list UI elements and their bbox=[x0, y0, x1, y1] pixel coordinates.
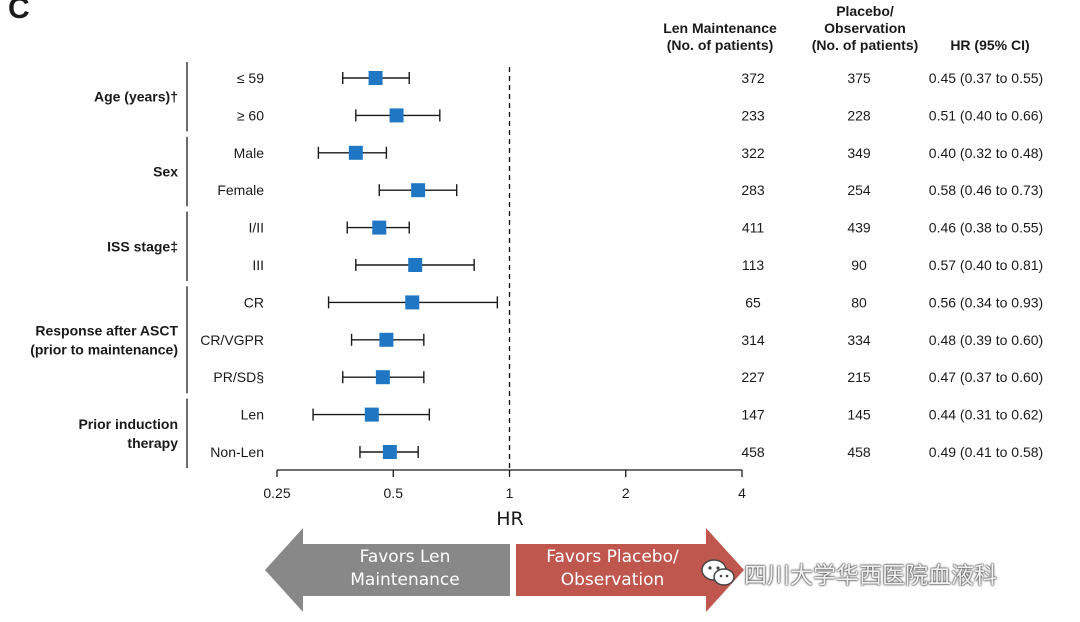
len-header-line-2: (No. of patients) bbox=[666, 37, 774, 53]
len-n-value: 322 bbox=[741, 145, 765, 161]
len-n-value: 113 bbox=[742, 257, 765, 273]
hr-ci-value: 0.56 (0.34 to 0.93) bbox=[929, 294, 1043, 310]
watermark: 四川大学华西医院血液科 bbox=[700, 556, 997, 590]
row-label: Len bbox=[241, 407, 264, 423]
hr-ci-value: 0.49 (0.41 to 0.58) bbox=[929, 444, 1043, 460]
len-n-value: 458 bbox=[741, 444, 765, 460]
hr-ci-value: 0.57 (0.40 to 0.81) bbox=[929, 257, 1043, 273]
hr-ci-value: 0.44 (0.31 to 0.62) bbox=[929, 407, 1043, 423]
row-label: ≤ 59 bbox=[237, 70, 264, 86]
hr-point bbox=[379, 332, 394, 347]
hr-point bbox=[364, 407, 379, 422]
hr-ci-value: 0.45 (0.37 to 0.55) bbox=[929, 70, 1043, 86]
placebo-n-value: 334 bbox=[847, 332, 871, 348]
hr-point bbox=[405, 295, 420, 310]
x-tick-label: 1 bbox=[506, 485, 514, 501]
panel-label: C bbox=[8, 0, 30, 25]
row-label: Female bbox=[217, 182, 264, 198]
placebo-n-value: 80 bbox=[851, 294, 867, 310]
len-n-value: 283 bbox=[741, 182, 765, 198]
placebo-header-line-2: Observation bbox=[824, 20, 906, 36]
placebo-n-value: 254 bbox=[847, 182, 871, 198]
len-maintenance-header: Len Maintenance (No. of patients) bbox=[640, 20, 800, 54]
favors-placebo-arrow bbox=[516, 528, 744, 612]
hr-point bbox=[372, 220, 387, 235]
favors-placebo-line-2: Observation bbox=[560, 570, 665, 590]
hr-point bbox=[375, 370, 390, 385]
placebo-n-value: 439 bbox=[847, 220, 871, 236]
row-label: I/II bbox=[248, 220, 264, 236]
hr-ci-value: 0.51 (0.40 to 0.66) bbox=[929, 107, 1043, 123]
group-label: Response after ASCT bbox=[35, 322, 178, 338]
hr-ci-value: 0.58 (0.46 to 0.73) bbox=[929, 182, 1043, 198]
hr-point bbox=[411, 183, 426, 198]
row-label: Non-Len bbox=[210, 444, 264, 460]
favors-placebo-label: Favors Placebo/ Observation bbox=[520, 546, 705, 592]
len-n-value: 411 bbox=[742, 220, 765, 236]
favors-len-line-1: Favors Len bbox=[359, 547, 451, 567]
placebo-n-value: 349 bbox=[847, 145, 871, 161]
group-label: Age (years)† bbox=[94, 89, 178, 105]
favors-placebo-line-1: Favors Placebo/ bbox=[546, 547, 679, 567]
len-n-value: 147 bbox=[741, 407, 765, 423]
x-axis-title: HR bbox=[496, 508, 524, 530]
len-n-value: 233 bbox=[741, 107, 765, 123]
placebo-n-value: 458 bbox=[847, 444, 871, 460]
favors-len-line-2: Maintenance bbox=[350, 570, 460, 590]
favors-len-arrow-shape bbox=[265, 528, 510, 612]
placebo-header-line-1: Placebo/ bbox=[836, 3, 894, 19]
hr-ci-header: HR (95% CI) bbox=[950, 37, 1030, 53]
hr-ci-value: 0.48 (0.39 to 0.60) bbox=[929, 332, 1043, 348]
favors-len-label: Favors Len Maintenance bbox=[305, 546, 505, 592]
hr-point bbox=[408, 258, 423, 272]
hr-ci-value: 0.46 (0.38 to 0.55) bbox=[929, 220, 1043, 236]
row-label: III bbox=[252, 257, 264, 273]
x-tick-label: 0.5 bbox=[384, 485, 404, 501]
row-label: ≥ 60 bbox=[237, 107, 264, 123]
hr-point bbox=[389, 108, 404, 123]
len-n-value: 65 bbox=[745, 294, 761, 310]
hr-point bbox=[348, 145, 363, 160]
group-label: Prior induction bbox=[78, 416, 178, 432]
watermark-text: 四川大学华西医院血液科 bbox=[744, 563, 997, 589]
x-tick-label: 4 bbox=[738, 485, 746, 501]
placebo-observation-header: Placebo/ Observation (No. of patients) bbox=[795, 3, 935, 54]
row-label: Male bbox=[234, 145, 265, 161]
row-label: CR/VGPR bbox=[200, 332, 264, 348]
x-tick-label: 2 bbox=[622, 485, 630, 501]
placebo-n-value: 145 bbox=[847, 407, 871, 423]
len-n-value: 227 bbox=[741, 369, 765, 385]
group-label: ISS stage‡ bbox=[107, 238, 178, 254]
group-label: Sex bbox=[153, 164, 178, 180]
wechat-icon bbox=[701, 559, 735, 586]
hr-point bbox=[368, 71, 383, 85]
row-label: CR bbox=[244, 294, 264, 310]
group-label: therapy bbox=[127, 435, 178, 451]
favors-placebo-arrow-shape bbox=[516, 528, 744, 612]
len-header-line-1: Len Maintenance bbox=[663, 20, 777, 36]
group-label: (prior to maintenance) bbox=[30, 341, 178, 357]
len-n-value: 314 bbox=[741, 332, 765, 348]
favors-len-arrow bbox=[265, 528, 510, 612]
placebo-n-value: 90 bbox=[851, 257, 867, 273]
hr-ci-value: 0.47 (0.37 to 0.60) bbox=[929, 369, 1043, 385]
placebo-n-value: 375 bbox=[847, 70, 871, 86]
placebo-n-value: 228 bbox=[847, 107, 871, 123]
placebo-n-value: 215 bbox=[847, 369, 871, 385]
row-label: PR/SD§ bbox=[213, 369, 264, 385]
hr-point bbox=[382, 445, 397, 459]
x-tick-label: 0.25 bbox=[263, 485, 290, 501]
len-n-value: 372 bbox=[741, 70, 765, 86]
hr-ci-value: 0.40 (0.32 to 0.48) bbox=[929, 145, 1043, 161]
placebo-header-line-3: (No. of patients) bbox=[811, 37, 919, 53]
